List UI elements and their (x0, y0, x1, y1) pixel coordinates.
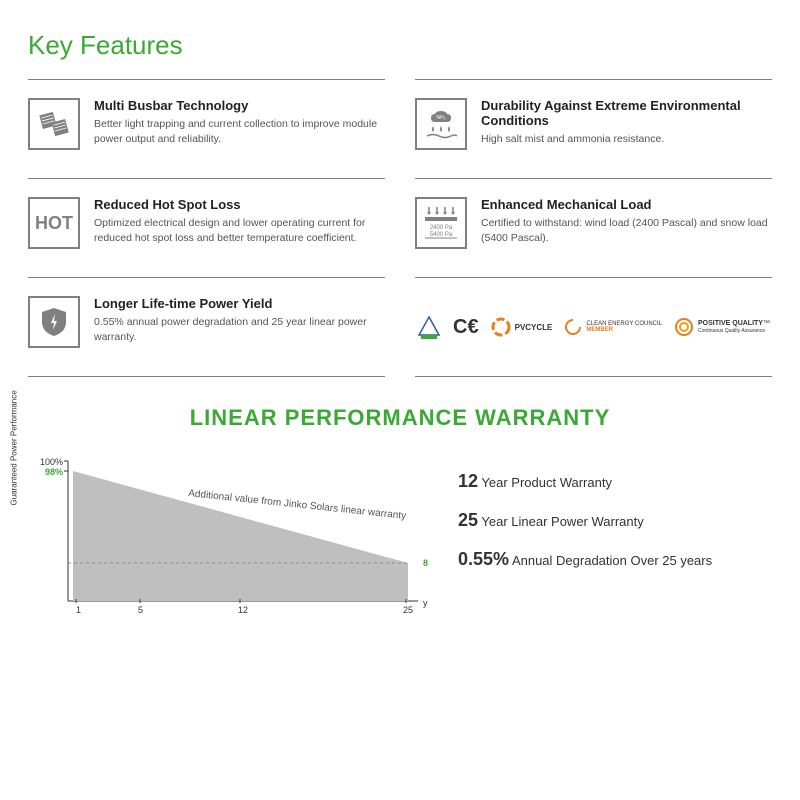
feature-desc: Optimized electrical design and lower op… (94, 216, 385, 245)
feature-yield: Longer Life-time Power Yield 0.55% annua… (28, 277, 385, 377)
busbar-icon (28, 98, 80, 150)
feature-busbar: Multi Busbar Technology Better light tra… (28, 79, 385, 178)
feature-desc: High salt mist and ammonia resistance. (481, 132, 772, 147)
svg-text:years: years (423, 598, 428, 608)
durability-icon: NH₃ (415, 98, 467, 150)
svg-text:84.8%: 84.8% (423, 558, 428, 568)
page-title: Key Features (28, 30, 772, 61)
cert-positive-quality: POSITIVE QUALITY™Continuous Quality Assu… (674, 317, 770, 337)
feature-title: Enhanced Mechanical Load (481, 197, 772, 212)
feature-title: Durability Against Extreme Environmental… (481, 98, 772, 128)
feature-hotspot: HOT Reduced Hot Spot Loss Optimized elec… (28, 178, 385, 277)
warranty-claims: 12 Year Product Warranty 25 Year Linear … (458, 451, 772, 631)
cert-ce: C€ (453, 316, 479, 339)
svg-text:2400 Pa: 2400 Pa (430, 225, 453, 231)
certifications-row: C€ PVCYCLE CLEAN ENERGY COUNCILMEMBER PO… (415, 277, 772, 377)
warranty-line-linear: 25 Year Linear Power Warranty (458, 510, 772, 531)
svg-text:5: 5 (138, 605, 143, 615)
feature-title: Multi Busbar Technology (94, 98, 385, 113)
load-icon: 2400 Pa5400 Pa (415, 197, 467, 249)
svg-text:100%: 100% (40, 457, 63, 467)
feature-title: Reduced Hot Spot Loss (94, 197, 385, 212)
chart-ylabel: Guaranteed Power Performance (10, 390, 19, 505)
svg-text:5400 Pa: 5400 Pa (430, 232, 453, 238)
svg-text:98%: 98% (45, 467, 63, 477)
features-grid: Multi Busbar Technology Better light tra… (28, 79, 772, 377)
feature-title: Longer Life-time Power Yield (94, 296, 385, 311)
hot-icon: HOT (28, 197, 80, 249)
svg-text:12: 12 (238, 605, 248, 615)
feature-desc: Better light trapping and current collec… (94, 117, 385, 146)
svg-text:1: 1 (76, 605, 81, 615)
feature-desc: 0.55% annual power degradation and 25 ye… (94, 315, 385, 344)
feature-load: 2400 Pa5400 Pa Enhanced Mechanical Load … (415, 178, 772, 277)
feature-durability: NH₃ Durability Against Extreme Environme… (415, 79, 772, 178)
cert-tuv (417, 315, 441, 339)
svg-text:NH₃: NH₃ (436, 115, 445, 121)
warranty-chart: Guaranteed Power Performance 100% 98% 84… (28, 451, 428, 631)
warranty-line-degradation: 0.55% Annual Degradation Over 25 years (458, 549, 772, 570)
warranty-title: LINEAR PERFORMANCE WARRANTY (28, 405, 772, 431)
shield-icon (28, 296, 80, 348)
cert-cec: CLEAN ENERGY COUNCILMEMBER (564, 318, 662, 336)
warranty-section: Guaranteed Power Performance 100% 98% 84… (28, 451, 772, 631)
warranty-line-product: 12 Year Product Warranty (458, 471, 772, 492)
feature-desc: Certified to withstand: wind load (2400 … (481, 216, 772, 245)
cert-pvcycle: PVCYCLE (491, 317, 553, 337)
svg-text:25: 25 (403, 605, 413, 615)
